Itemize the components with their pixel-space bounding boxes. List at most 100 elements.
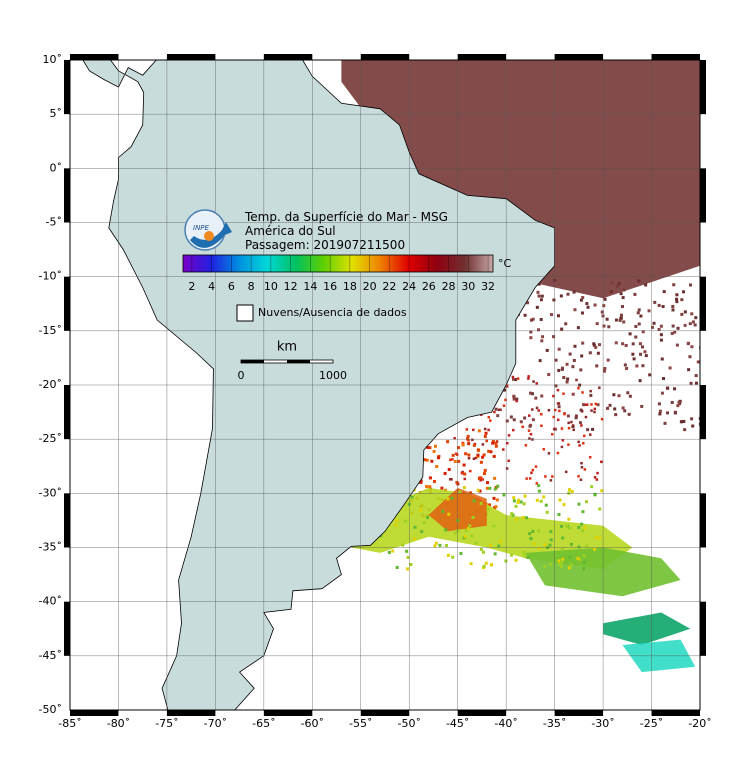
- colorbar-label: 22: [382, 280, 396, 293]
- sst-pixel: [552, 427, 556, 431]
- sst-pixel: [603, 297, 607, 301]
- sst-pixel: [552, 298, 556, 302]
- sst-pixel: [485, 481, 489, 485]
- sst-pixel: [557, 559, 561, 563]
- sst-pixel: [584, 415, 588, 419]
- sst-pixel: [502, 448, 505, 451]
- sst-pixel: [593, 407, 597, 411]
- sst-pixel: [471, 438, 474, 442]
- sst-pixel: [567, 443, 570, 446]
- colorbar-label: 16: [323, 280, 337, 293]
- sst-pixel: [528, 477, 532, 480]
- frame-bar: [64, 601, 70, 656]
- sst-pixel: [528, 532, 532, 536]
- sst-pixel: [472, 499, 476, 503]
- sst-pixel: [568, 488, 572, 492]
- sst-pixel: [495, 498, 499, 502]
- colorbar-label: 32: [481, 280, 495, 293]
- sst-pixel: [489, 419, 492, 422]
- sst-pixel: [582, 403, 586, 407]
- sst-pixel: [512, 418, 516, 422]
- sst-pixel: [598, 507, 602, 511]
- sst-pixel: [588, 351, 592, 355]
- sst-pixel: [565, 524, 569, 528]
- sst-pixel: [662, 290, 666, 294]
- sst-pixel: [672, 283, 676, 287]
- sst-pixel: [568, 352, 572, 356]
- sst-pixel: [512, 499, 516, 503]
- sst-pixel: [405, 567, 409, 571]
- sst-pixel: [621, 296, 625, 300]
- sst-pixel: [673, 330, 677, 334]
- sst-pixel: [468, 524, 472, 528]
- sst-pixel: [476, 453, 480, 457]
- sst-pixel: [583, 434, 586, 438]
- sst-pixel: [519, 500, 523, 504]
- sst-pixel: [613, 407, 617, 411]
- sst-pixel: [653, 300, 657, 304]
- sst-pixel: [529, 432, 533, 436]
- sst-pixel: [505, 467, 509, 470]
- sst-pixel: [617, 394, 621, 398]
- sst-pixel: [698, 422, 700, 426]
- sst-pixel: [428, 485, 432, 489]
- lat-label: -10˚: [39, 270, 62, 283]
- sst-pixel: [422, 521, 426, 525]
- sst-pixel: [550, 313, 554, 317]
- sst-pixel: [519, 420, 523, 424]
- sst-pixel: [433, 544, 437, 548]
- sst-pixel: [579, 298, 583, 302]
- sst-pixel: [549, 479, 553, 482]
- sst-pixel: [662, 377, 666, 381]
- sst-pixel: [671, 304, 675, 308]
- sst-pixel: [494, 441, 498, 445]
- frame-bar: [457, 54, 507, 60]
- sst-pixel: [485, 439, 488, 443]
- sst-pixel: [484, 561, 488, 565]
- sst-pixel: [512, 394, 516, 398]
- sst-pixel: [552, 394, 555, 398]
- sst-pixel: [486, 507, 490, 511]
- sst-pixel: [433, 444, 437, 448]
- sst-pixel: [595, 322, 599, 326]
- sst-pixel: [589, 433, 592, 436]
- sst-pixel: [595, 364, 599, 368]
- lon-label: -70˚: [204, 717, 227, 730]
- sst-pixel: [598, 386, 601, 389]
- sst-pixel: [560, 445, 564, 449]
- sst-pixel: [444, 528, 448, 532]
- sst-pixel: [679, 420, 683, 424]
- sst-pixel: [614, 413, 618, 417]
- sst-pixel: [612, 393, 616, 397]
- sst-pixel: [698, 416, 700, 420]
- sst-pixel: [592, 343, 596, 347]
- sst-pixel: [537, 409, 541, 412]
- sst-pixel: [670, 401, 674, 405]
- sst-pixel: [573, 308, 577, 312]
- sst-pixel: [610, 281, 614, 285]
- sst-pixel: [511, 375, 515, 379]
- frame-bar: [651, 54, 700, 60]
- frame-bar: [700, 493, 706, 548]
- sst-pixel: [583, 526, 587, 530]
- colorbar-label: 24: [402, 280, 416, 293]
- sst-pixel: [522, 554, 526, 558]
- sst-pixel: [487, 503, 491, 507]
- sst-pixel: [479, 478, 482, 482]
- sst-pixel: [639, 352, 643, 356]
- sst-pixel: [472, 457, 476, 460]
- sst-pixel: [634, 335, 638, 339]
- sst-pixel: [578, 558, 582, 562]
- sst-pixel: [514, 378, 518, 382]
- colorbar-label: 14: [303, 280, 317, 293]
- scale-bar: [240, 359, 334, 364]
- sst-pixel: [450, 496, 454, 500]
- sst-pixel: [562, 392, 565, 395]
- sst-pixel: [585, 544, 589, 548]
- sst-pixel: [606, 358, 610, 362]
- sst-pixel: [391, 549, 395, 553]
- sst-pixel: [531, 438, 534, 441]
- lon-label: -30˚: [591, 717, 614, 730]
- sst-pixel: [619, 316, 623, 320]
- sst-pixel: [671, 324, 675, 328]
